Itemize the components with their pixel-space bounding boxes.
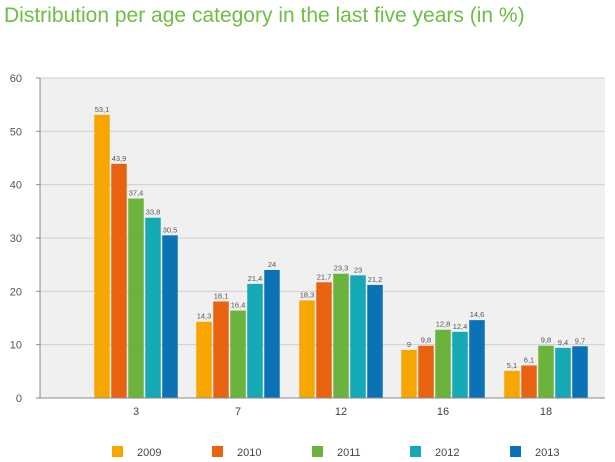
bar-2009-age-16 [401, 350, 417, 398]
data-label: 12,4 [453, 322, 468, 331]
data-label: 24 [268, 260, 276, 269]
data-label: 30,5 [163, 225, 178, 234]
bar-2012-age-7 [247, 283, 263, 398]
bar-2009-age-7 [196, 321, 212, 398]
bar-2009-age-3 [94, 114, 110, 399]
bar-2010-age-18 [521, 365, 537, 398]
bar-2011-age-16 [435, 329, 451, 398]
legend-swatch-2013 [510, 446, 521, 457]
data-label: 43,9 [112, 154, 127, 163]
bar-2010-age-16 [418, 345, 434, 398]
legend-swatch-2010 [212, 446, 223, 457]
y-tick-label: 10 [10, 340, 22, 352]
legend-label-2013: 2013 [535, 447, 559, 459]
bar-2013-age-18 [572, 346, 588, 398]
data-label: 21,2 [368, 275, 383, 284]
x-tick-label: 18 [540, 406, 552, 418]
data-label: 33,8 [146, 208, 161, 217]
bar-2009-age-12 [299, 300, 315, 398]
data-label: 9 [407, 340, 411, 349]
legend-swatch-2009 [112, 446, 123, 457]
bar-2012-age-18 [555, 347, 571, 398]
bar-2009-age-18 [504, 370, 520, 398]
data-label: 9,8 [541, 336, 551, 345]
x-tick-label: 12 [335, 406, 347, 418]
bar-2012-age-3 [145, 217, 161, 398]
legend-label-2009: 2009 [137, 447, 161, 459]
data-label: 14,3 [197, 312, 212, 321]
bar-2011-age-12 [333, 273, 349, 398]
bar-2011-age-7 [230, 310, 246, 398]
bar-2011-age-3 [128, 198, 144, 398]
y-tick-label: 60 [10, 73, 22, 85]
legend-label-2011: 2011 [337, 447, 361, 459]
bars [94, 114, 588, 399]
chart-title: Distribution per age category in the las… [4, 4, 525, 27]
legend: 2009 2010 2011 2012 2013 [112, 446, 559, 459]
legend-swatch-2011 [312, 446, 323, 457]
legend-swatch-2012 [410, 446, 421, 457]
x-tick-label: 3 [133, 406, 139, 418]
data-label: 21,4 [248, 274, 263, 283]
y-tick-label: 30 [10, 233, 22, 245]
data-label: 9,8 [421, 336, 431, 345]
bar-2011-age-18 [538, 345, 554, 398]
data-label: 21,7 [317, 272, 332, 281]
y-tick-label: 40 [10, 180, 22, 192]
data-label: 18,3 [300, 290, 315, 299]
y-tick-label: 50 [10, 126, 22, 138]
data-labels: 53,1 43,9 37,4 33,830,5 14,3 18,116,4 21,4 24 18… [95, 105, 586, 370]
data-label: 16,4 [231, 301, 246, 310]
data-label: 6,1 [524, 355, 534, 364]
data-label: 14,6 [470, 310, 485, 319]
x-axis: 3 7 12 16 18 [133, 406, 552, 418]
data-label: 37,4 [129, 189, 144, 198]
bar-2010-age-3 [111, 163, 127, 398]
data-label: 9,7 [575, 336, 585, 345]
bar-2010-age-7 [213, 301, 229, 398]
data-label: 53,1 [95, 105, 110, 114]
x-tick-label: 16 [437, 406, 449, 418]
y-tick-label: 0 [16, 393, 22, 405]
data-label: 18,1 [214, 291, 229, 300]
x-tick-label: 7 [235, 406, 241, 418]
legend-label-2010: 2010 [237, 447, 261, 459]
bar-2013-age-3 [162, 235, 178, 398]
legend-label-2012: 2012 [435, 447, 459, 459]
data-label: 5,1 [507, 361, 517, 370]
bar-2012-age-12 [350, 275, 366, 398]
y-axis: 0 10 20 30 40 50 60 [10, 73, 605, 405]
bar-2013-age-12 [367, 284, 383, 398]
bar-2013-age-7 [264, 270, 280, 398]
bar-2012-age-16 [452, 331, 468, 398]
bar-2013-age-16 [469, 320, 485, 398]
bar-2010-age-12 [316, 282, 332, 398]
data-label: 9,4 [558, 338, 568, 347]
y-tick-label: 20 [10, 286, 22, 298]
data-label: 23 [354, 265, 362, 274]
data-label: 12,8 [436, 320, 451, 329]
data-label: 23,3 [334, 264, 349, 273]
